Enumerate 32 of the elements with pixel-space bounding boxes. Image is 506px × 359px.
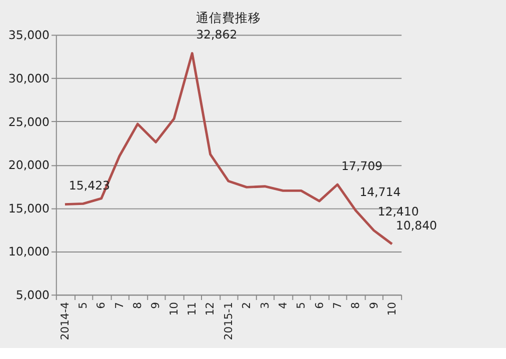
chart-title: 通信費推移 xyxy=(196,10,261,26)
x-tick-label: 2014-4 xyxy=(58,302,72,340)
x-tick-label: 11 xyxy=(186,302,199,316)
x-tick-label: 7 xyxy=(330,302,344,309)
x-tick-label: 2 xyxy=(240,302,254,309)
x-tick-label: 3 xyxy=(258,302,272,309)
y-tick-label: 20,000 xyxy=(8,158,50,172)
x-tick-label: 9 xyxy=(367,302,380,309)
x-tick-label: 5 xyxy=(76,302,90,309)
y-tick-label: 35,000 xyxy=(8,28,50,42)
x-tick-label: 6 xyxy=(94,302,108,309)
y-tick-label: 30,000 xyxy=(8,71,50,86)
x-tick-label: 7 xyxy=(112,302,126,309)
y-tick-label: 5,000 xyxy=(16,288,50,302)
data-label: 10,840 xyxy=(396,218,438,232)
x-tick-label: 10 xyxy=(167,302,180,316)
data-label: 32,862 xyxy=(196,28,238,42)
x-tick-label: 6 xyxy=(312,302,326,309)
data-label: 17,709 xyxy=(341,158,383,173)
x-tick-label: 9 xyxy=(149,302,162,309)
x-tick-label: 12 xyxy=(204,302,217,316)
x-tick-label: 5 xyxy=(294,302,308,309)
data-label: 12,410 xyxy=(378,204,419,219)
y-tick-label: 10,000 xyxy=(8,244,50,259)
y-tick-label: 15,000 xyxy=(8,201,50,216)
x-tick-label: 4 xyxy=(276,302,290,309)
x-tick-label: 2015-1 xyxy=(222,302,235,340)
y-tick-label: 25,000 xyxy=(8,114,50,129)
x-tick-label: 8 xyxy=(131,302,144,309)
x-tick-label: 8 xyxy=(349,302,362,309)
data-label: 14,714 xyxy=(360,184,401,199)
x-tick-label: 10 xyxy=(385,302,398,316)
